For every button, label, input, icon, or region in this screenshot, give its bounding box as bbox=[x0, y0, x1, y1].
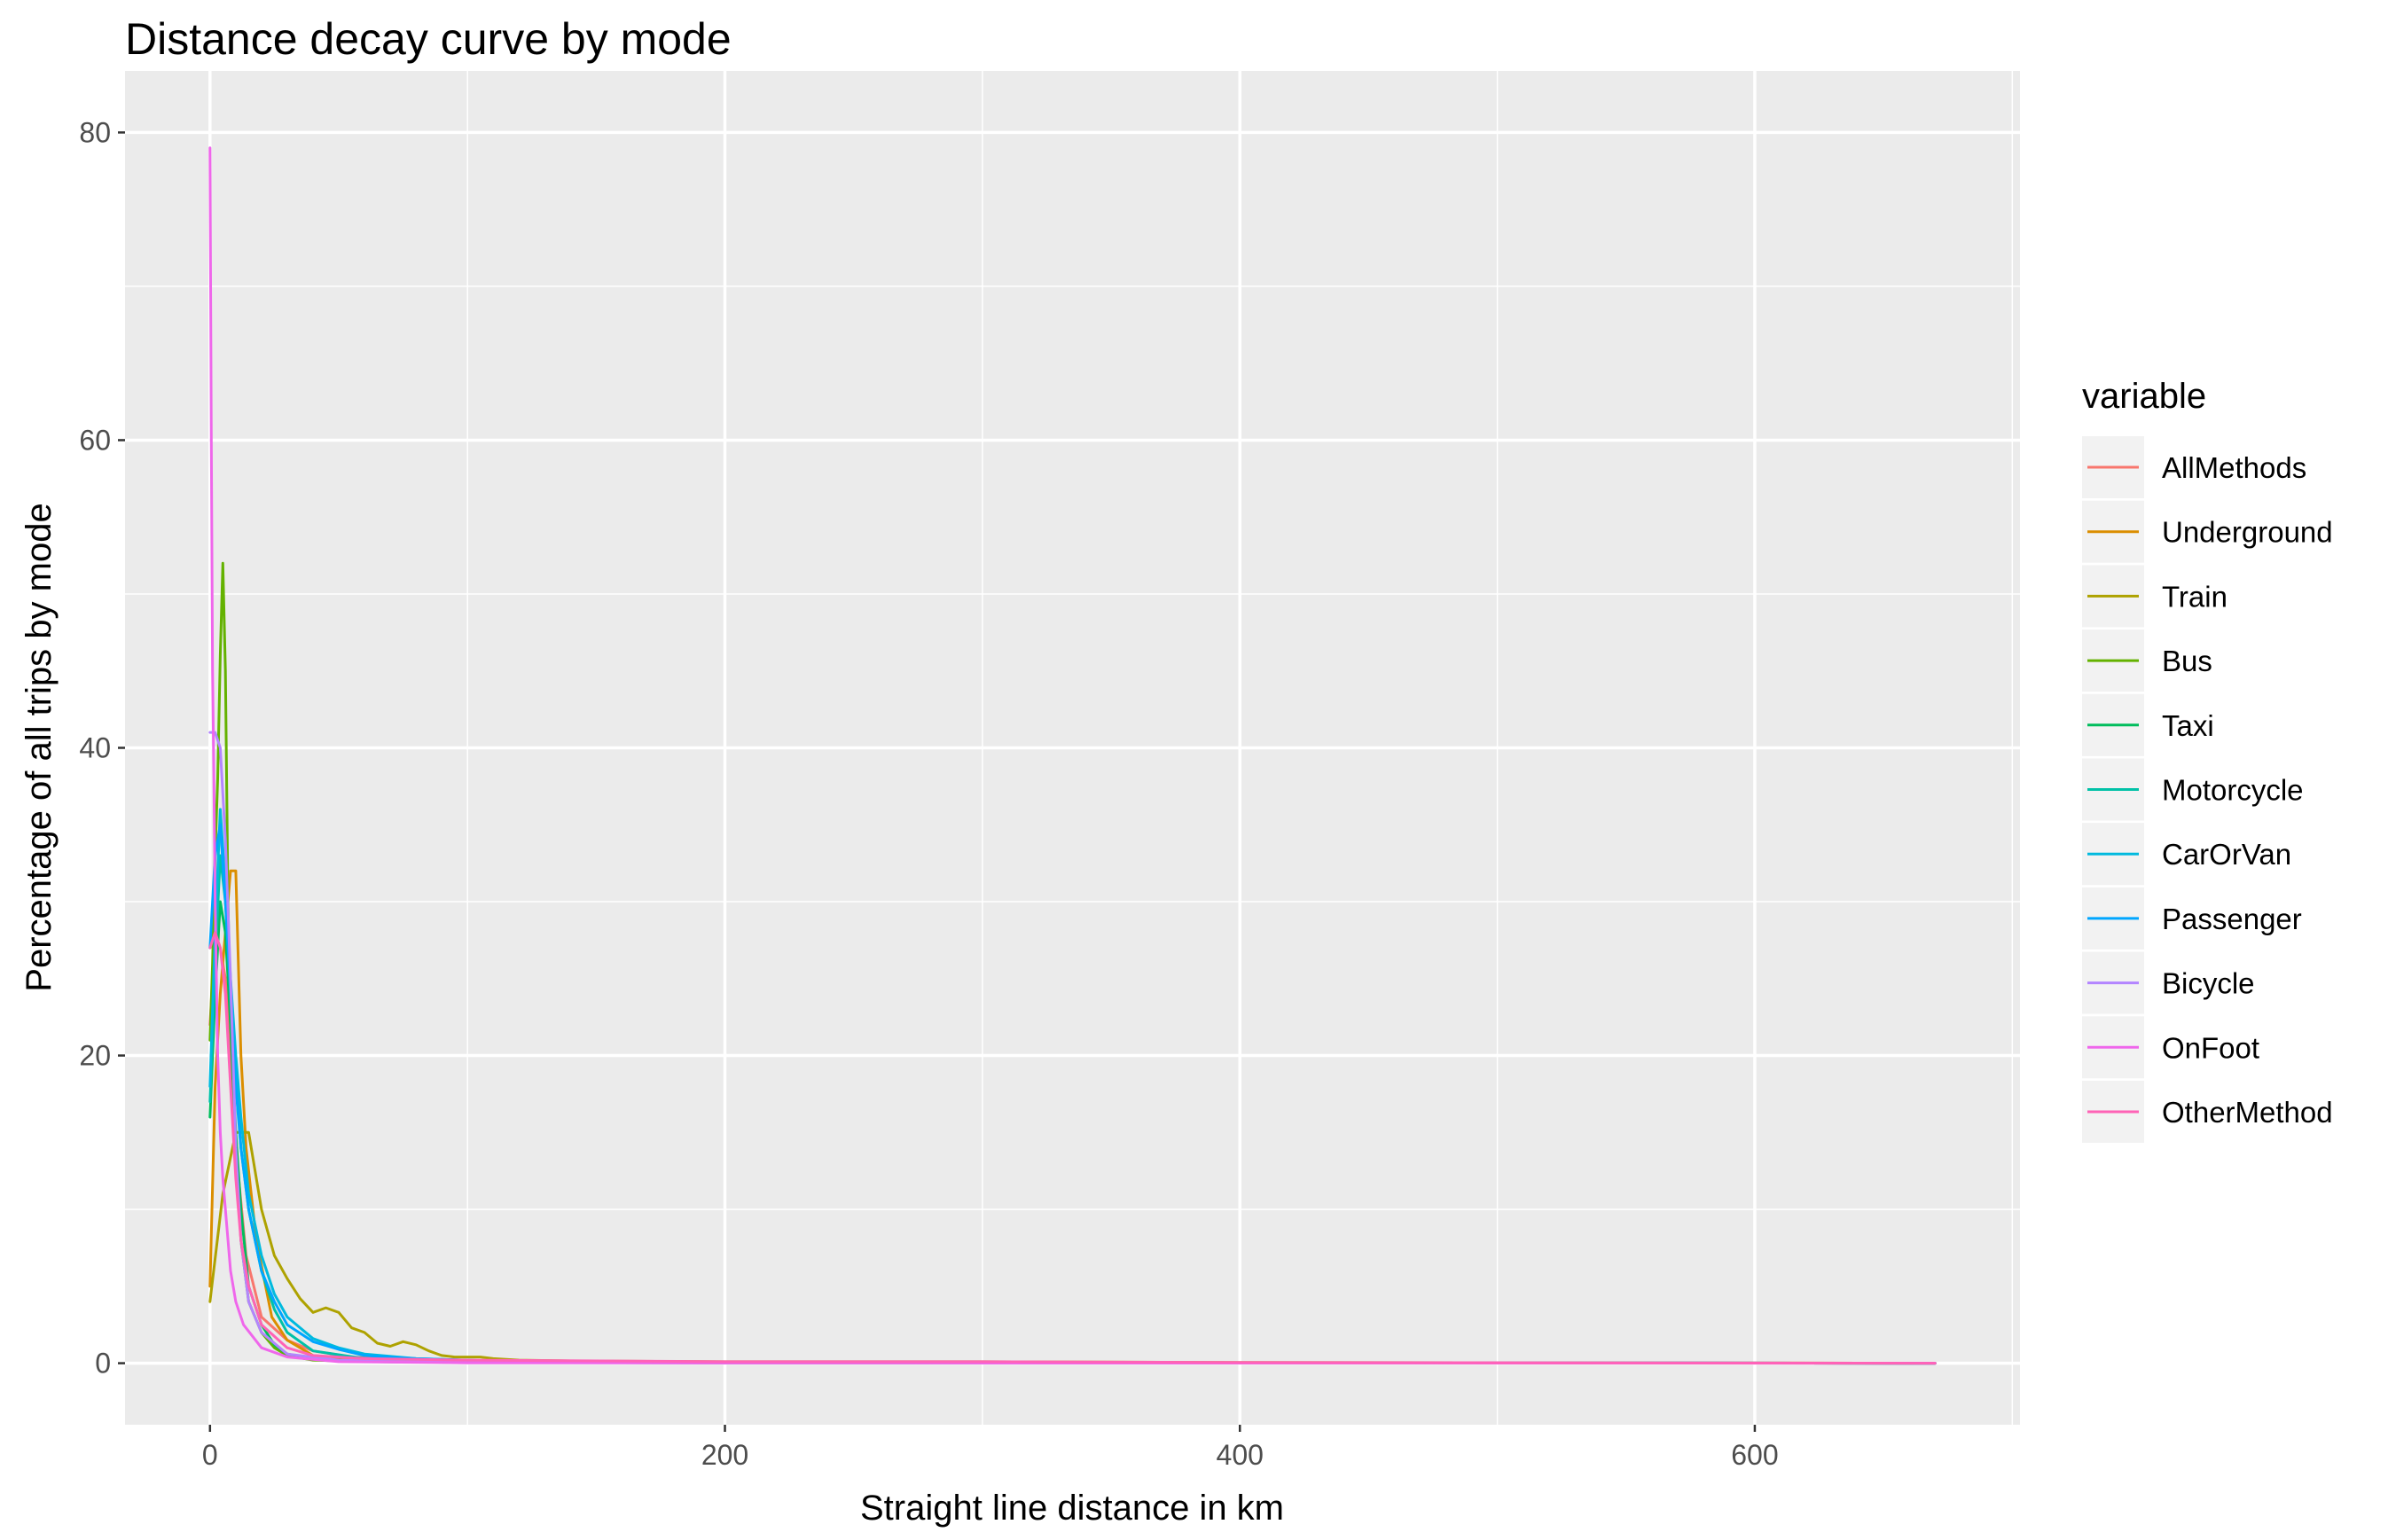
legend: variable AllMethods Underground Train Bus Ta… bbox=[2082, 377, 2333, 1143]
legend-item: Passenger bbox=[2082, 887, 2302, 950]
x-axis-ticks: 0 200 400 600 bbox=[202, 1425, 1779, 1471]
y-tick-label: 40 bbox=[79, 732, 111, 764]
y-tick-label: 60 bbox=[79, 424, 111, 456]
legend-item: Underground bbox=[2082, 500, 2333, 563]
legend-label: AllMethods bbox=[2162, 451, 2306, 484]
legend-item: Bus bbox=[2082, 629, 2212, 692]
legend-label: Bicycle bbox=[2162, 967, 2255, 1000]
x-tick-label: 400 bbox=[1217, 1439, 1264, 1471]
legend-item: OnFoot bbox=[2082, 1016, 2259, 1079]
x-tick-label: 600 bbox=[1731, 1439, 1778, 1471]
x-tick-label: 200 bbox=[701, 1439, 748, 1471]
legend-label: Bus bbox=[2162, 645, 2212, 677]
legend-label: Motorcycle bbox=[2162, 774, 2304, 807]
y-axis-ticks: 0 20 40 60 80 bbox=[79, 116, 125, 1380]
legend-label: CarOrVan bbox=[2162, 838, 2291, 871]
legend-item: CarOrVan bbox=[2082, 823, 2291, 886]
y-axis-label: Percentage of all trips by mode bbox=[20, 503, 59, 991]
chart-title: Distance decay curve by mode bbox=[125, 14, 732, 64]
legend-label: Train bbox=[2162, 580, 2227, 613]
x-axis-label: Straight line distance in km bbox=[860, 1489, 1284, 1528]
legend-label: OtherMethod bbox=[2162, 1096, 2333, 1129]
series-lines bbox=[208, 146, 1937, 1365]
legend-label: Taxi bbox=[2162, 709, 2214, 742]
legend-item: AllMethods bbox=[2082, 436, 2306, 498]
x-tick-label: 0 bbox=[202, 1439, 218, 1471]
y-tick-label: 20 bbox=[79, 1040, 111, 1072]
legend-item: Bicycle bbox=[2082, 951, 2255, 1014]
legend-item: Taxi bbox=[2082, 693, 2214, 756]
legend-label: Passenger bbox=[2162, 903, 2302, 935]
legend-item: OtherMethod bbox=[2082, 1081, 2333, 1143]
legend-label: Underground bbox=[2162, 516, 2333, 549]
legend-title: variable bbox=[2082, 377, 2206, 416]
legend-label: OnFoot bbox=[2162, 1031, 2259, 1064]
y-tick-label: 80 bbox=[79, 116, 111, 148]
series-line-othermethod bbox=[208, 931, 1937, 1365]
legend-item: Train bbox=[2082, 565, 2227, 628]
legend-item: Motorcycle bbox=[2082, 758, 2304, 821]
y-tick-label: 0 bbox=[95, 1348, 111, 1380]
series-line-onfoot bbox=[208, 146, 1937, 1365]
